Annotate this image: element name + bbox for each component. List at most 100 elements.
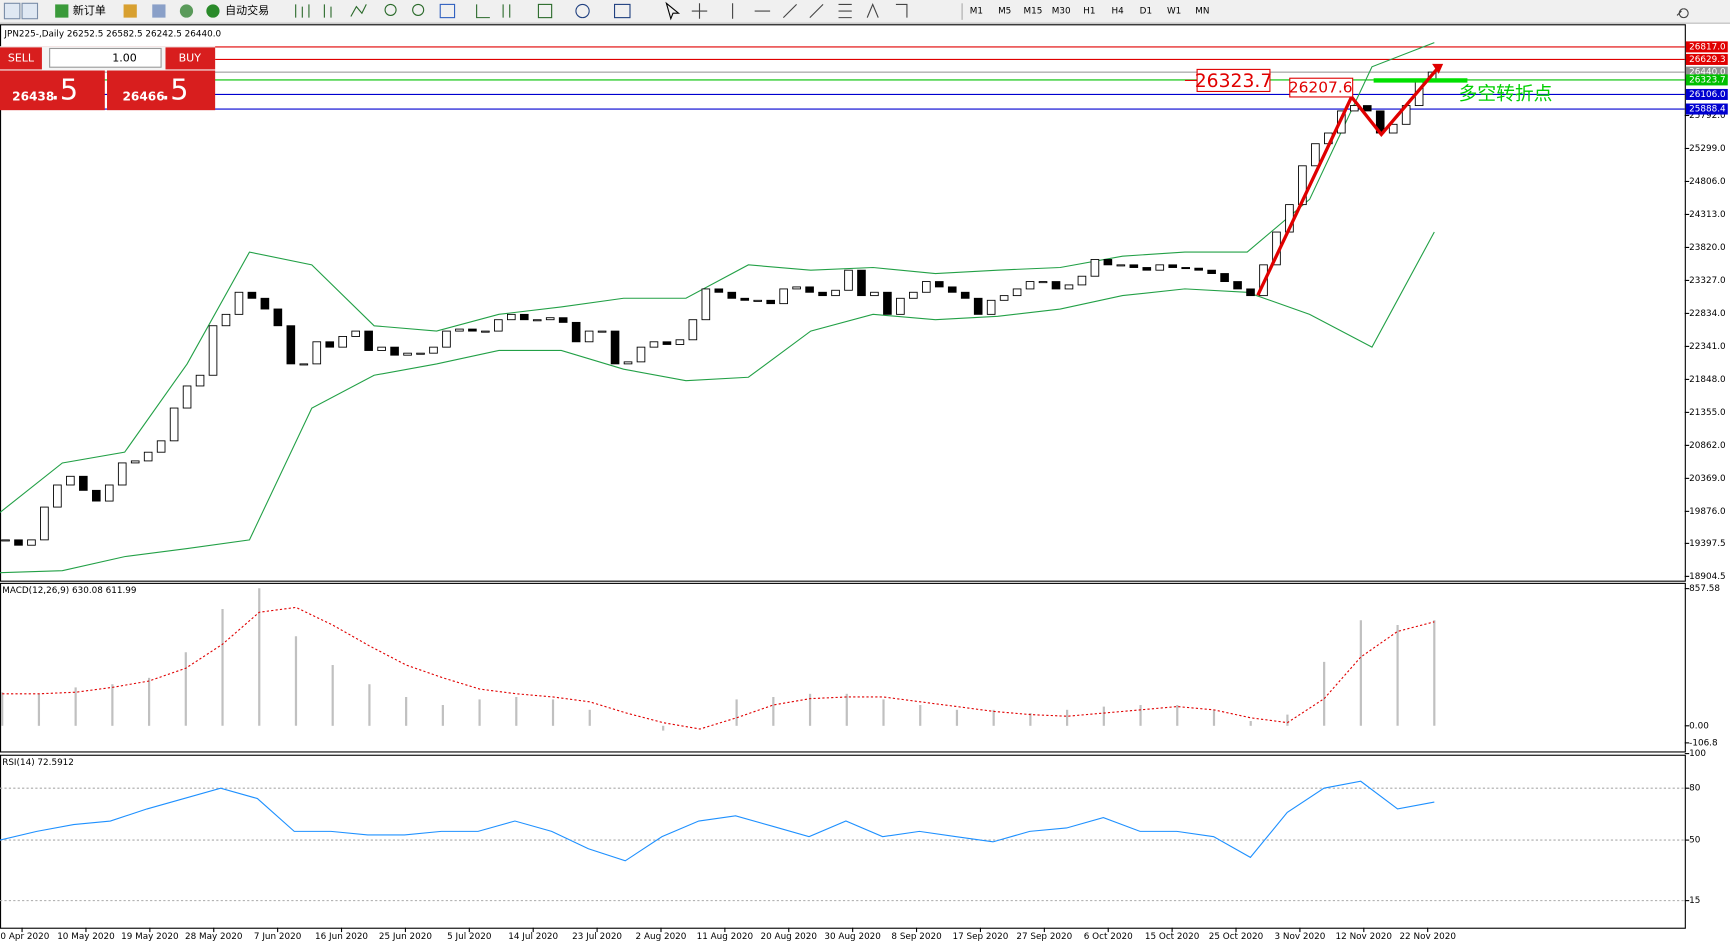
ask-price[interactable]: 26466 xyxy=(122,89,164,103)
text-tools[interactable] xyxy=(866,2,908,18)
candle-body xyxy=(973,297,983,315)
bar-chart-icon[interactable] xyxy=(295,4,310,18)
x-tick-label: 12 Nov 2020 xyxy=(1336,932,1393,942)
x-tick-label: 15 Oct 2020 xyxy=(1145,932,1200,942)
auto-trading[interactable]: 自动交易 xyxy=(225,3,269,17)
candle-body xyxy=(1064,284,1074,290)
panels xyxy=(0,24,1686,929)
timeframe[interactable]: MN xyxy=(1195,7,1209,17)
candle-body xyxy=(753,299,763,302)
timeframe[interactable]: M15 xyxy=(1024,7,1043,17)
timeframe[interactable]: M5 xyxy=(998,7,1011,17)
bid-box[interactable] xyxy=(0,70,105,111)
candle-body xyxy=(66,475,75,486)
candle-body xyxy=(636,346,646,363)
indicators[interactable] xyxy=(537,3,553,19)
y-tick-label: 857.58 xyxy=(1689,584,1720,594)
new-order-icon[interactable] xyxy=(55,4,69,18)
y-tick-label: 19876.0 xyxy=(1689,507,1726,517)
bid-fraction[interactable]: .5 xyxy=(51,72,78,106)
timeframe[interactable]: H4 xyxy=(1112,7,1125,17)
icon[interactable] xyxy=(476,4,511,19)
candle-body xyxy=(468,328,477,332)
candle-body xyxy=(27,539,36,546)
candle-body xyxy=(999,295,1009,301)
candle-body xyxy=(351,330,360,337)
x-tick-label: 16 Jun 2020 xyxy=(315,932,368,942)
y-tick-label: 21355.0 xyxy=(1689,408,1726,418)
candle-body xyxy=(403,352,412,356)
sell-button[interactable] xyxy=(0,47,42,70)
line-icon[interactable] xyxy=(350,4,367,17)
candle-body xyxy=(571,321,581,343)
lot-value[interactable]: 1.00 xyxy=(112,51,137,64)
lot-input[interactable] xyxy=(49,47,162,68)
candle-body xyxy=(390,346,399,356)
candle-body xyxy=(156,440,166,453)
candle-body xyxy=(234,291,244,315)
auto-trading-icon[interactable] xyxy=(206,4,220,18)
tile[interactable] xyxy=(439,3,456,19)
new-order[interactable]: 新订单 xyxy=(73,3,106,17)
zoom-in[interactable] xyxy=(384,3,397,16)
candle-body xyxy=(545,317,555,321)
candle-body xyxy=(740,297,750,301)
periods[interactable] xyxy=(575,3,590,19)
candle-body xyxy=(532,319,542,322)
candle-body xyxy=(960,291,970,299)
buy-label[interactable]: BUY xyxy=(179,51,202,64)
zoom-out[interactable] xyxy=(412,3,425,16)
x-tick-label: 6 Oct 2020 xyxy=(1084,932,1133,942)
candle-body xyxy=(1181,267,1190,270)
x-tick-label: 25 Jun 2020 xyxy=(379,932,432,942)
icon[interactable] xyxy=(3,2,21,20)
templates[interactable] xyxy=(613,3,631,19)
bid-price[interactable]: 26438 xyxy=(12,89,54,103)
ask-box[interactable] xyxy=(107,70,216,111)
candle-body xyxy=(727,291,737,299)
y-tick-label: 80 xyxy=(1689,784,1701,794)
y-tick-label: -106.8 xyxy=(1689,738,1717,748)
draw-tools[interactable] xyxy=(691,3,852,19)
search[interactable] xyxy=(1676,8,1689,19)
icon[interactable] xyxy=(179,4,194,18)
candle-body xyxy=(1077,275,1087,286)
timeframe[interactable]: M1 xyxy=(970,7,983,17)
y-tick-label: 15 xyxy=(1689,896,1700,906)
timeframe[interactable]: W1 xyxy=(1167,7,1181,17)
candle-icon[interactable] xyxy=(323,4,332,18)
timeframe[interactable]: D1 xyxy=(1140,7,1152,17)
candle-body xyxy=(779,288,788,305)
chart-header: JPN225-,Daily 26252.5 26582.5 26242.5 26… xyxy=(3,30,221,40)
candle-body xyxy=(623,361,633,365)
y-tick-label: 24313.0 xyxy=(1689,210,1726,220)
ask-fraction[interactable]: .5 xyxy=(161,72,188,106)
toolbar: 新订单 自动交易 M1 M5 M15 M30 H1 H4 D1 W1 MN xyxy=(0,0,1730,24)
candle-body xyxy=(1207,269,1216,274)
candle-body xyxy=(1116,264,1126,267)
candle-body xyxy=(1090,259,1100,277)
candle-body xyxy=(922,281,931,293)
cursor[interactable] xyxy=(665,1,681,21)
candle-body xyxy=(1362,105,1372,112)
candle-body xyxy=(662,341,672,345)
x-tick-label: 22 Nov 2020 xyxy=(1399,932,1456,942)
candle-body xyxy=(130,460,140,464)
y-tick-label: 25792.0 xyxy=(1689,111,1726,121)
timeframe[interactable]: H1 xyxy=(1083,7,1095,17)
candle-body xyxy=(1012,288,1022,297)
icon[interactable] xyxy=(123,4,137,18)
candle-body xyxy=(1051,281,1061,290)
candle-body xyxy=(934,281,944,288)
candle-body xyxy=(558,317,568,323)
buy-button[interactable] xyxy=(165,47,216,70)
candle-body xyxy=(1168,264,1178,268)
icon[interactable] xyxy=(152,4,166,18)
candle-body xyxy=(1194,267,1203,271)
icon[interactable] xyxy=(21,2,39,20)
timeframe[interactable]: M30 xyxy=(1052,7,1071,17)
sell-label[interactable]: SELL xyxy=(8,51,35,64)
x-tick-label: 8 Sep 2020 xyxy=(891,932,942,942)
candle-body xyxy=(857,269,866,297)
